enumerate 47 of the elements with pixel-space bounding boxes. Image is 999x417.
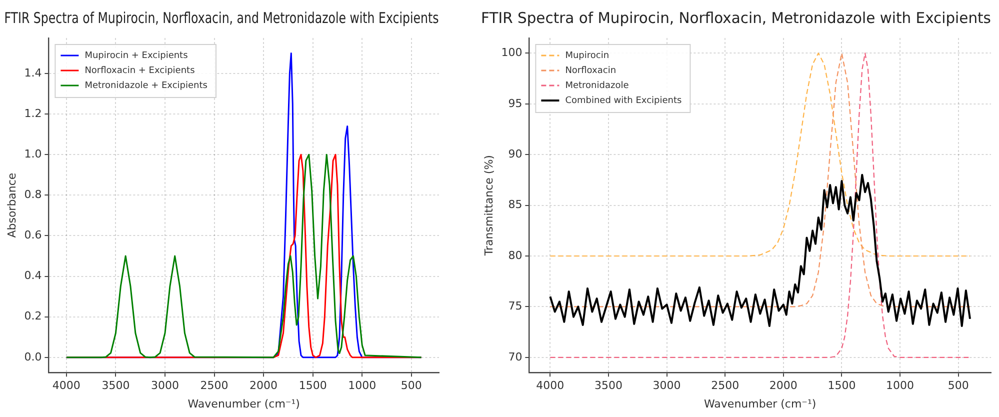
y-tick-label: 0.4: [24, 269, 42, 282]
x-tick-label: 4000: [52, 379, 80, 392]
legend-label: Combined with Excipients: [565, 96, 682, 106]
x-tick-label: 2500: [200, 379, 228, 392]
x-tick-label: 1000: [348, 379, 376, 392]
x-tick-label: 3000: [150, 379, 179, 392]
y-tick-label: 85: [508, 198, 522, 212]
y-tick-label: 70: [508, 350, 522, 364]
y-tick-label: 1.4: [24, 66, 42, 80]
y-tick-label: 95: [508, 96, 522, 110]
y-tick-label: 0.8: [24, 188, 42, 202]
y-tick-label: 1.2: [24, 106, 42, 120]
x-tick-label: 500: [400, 379, 422, 392]
y-tick-label: 0.6: [24, 228, 42, 242]
y-tick-label: 0.2: [24, 310, 42, 323]
y-tick-label: 75: [508, 300, 522, 313]
line-series: [550, 52, 971, 257]
x-tick-label: 2500: [711, 379, 740, 392]
legend-label: Metronidazole + Excipients: [84, 80, 208, 91]
y-axis-title: Transmittance (%): [482, 155, 496, 257]
legend-label: Mupirocin: [565, 50, 610, 61]
x-axis-title: Wavenumber (cm⁻¹): [704, 397, 816, 410]
x-tick-label: 2000: [250, 379, 278, 392]
x-tick-label: 1500: [828, 379, 856, 392]
legend-label: Mupirocin + Excipients: [84, 50, 188, 61]
x-tick-label: 3000: [652, 379, 681, 392]
x-axis-title: Wavenumber (cm⁻¹): [188, 397, 300, 410]
line-series: [550, 52, 971, 358]
x-tick-label: 4000: [536, 379, 564, 392]
y-tick-label: 0.0: [24, 350, 42, 364]
y-tick-label: 100: [501, 46, 522, 60]
legend-label: Metronidazole: [565, 80, 630, 91]
chart-title: FTIR Spectra of Mupirocin, Norfloxacin, Metronidazole with Excipients: [481, 8, 992, 27]
line-series: [550, 52, 971, 308]
chart-title: FTIR Spectra of Mupirocin, Norfloxacin, and Metronidazole with Excipients: [4, 10, 439, 28]
y-axis-title: Absorbance: [5, 172, 18, 238]
y-tick-label: 90: [508, 147, 522, 160]
x-tick-label: 2000: [769, 379, 798, 392]
x-tick-label: 1500: [298, 379, 327, 392]
x-tick-label: 3500: [102, 379, 130, 392]
legend-label: Norfloxacin + Excipients: [84, 66, 196, 76]
legend-label: Norfloxacin: [565, 66, 616, 76]
y-tick-label: 80: [508, 248, 522, 262]
y-tick-label: 1.0: [24, 147, 42, 160]
x-tick-label: 1000: [886, 379, 914, 392]
x-tick-label: 3500: [594, 379, 622, 392]
x-tick-label: 500: [948, 379, 969, 392]
